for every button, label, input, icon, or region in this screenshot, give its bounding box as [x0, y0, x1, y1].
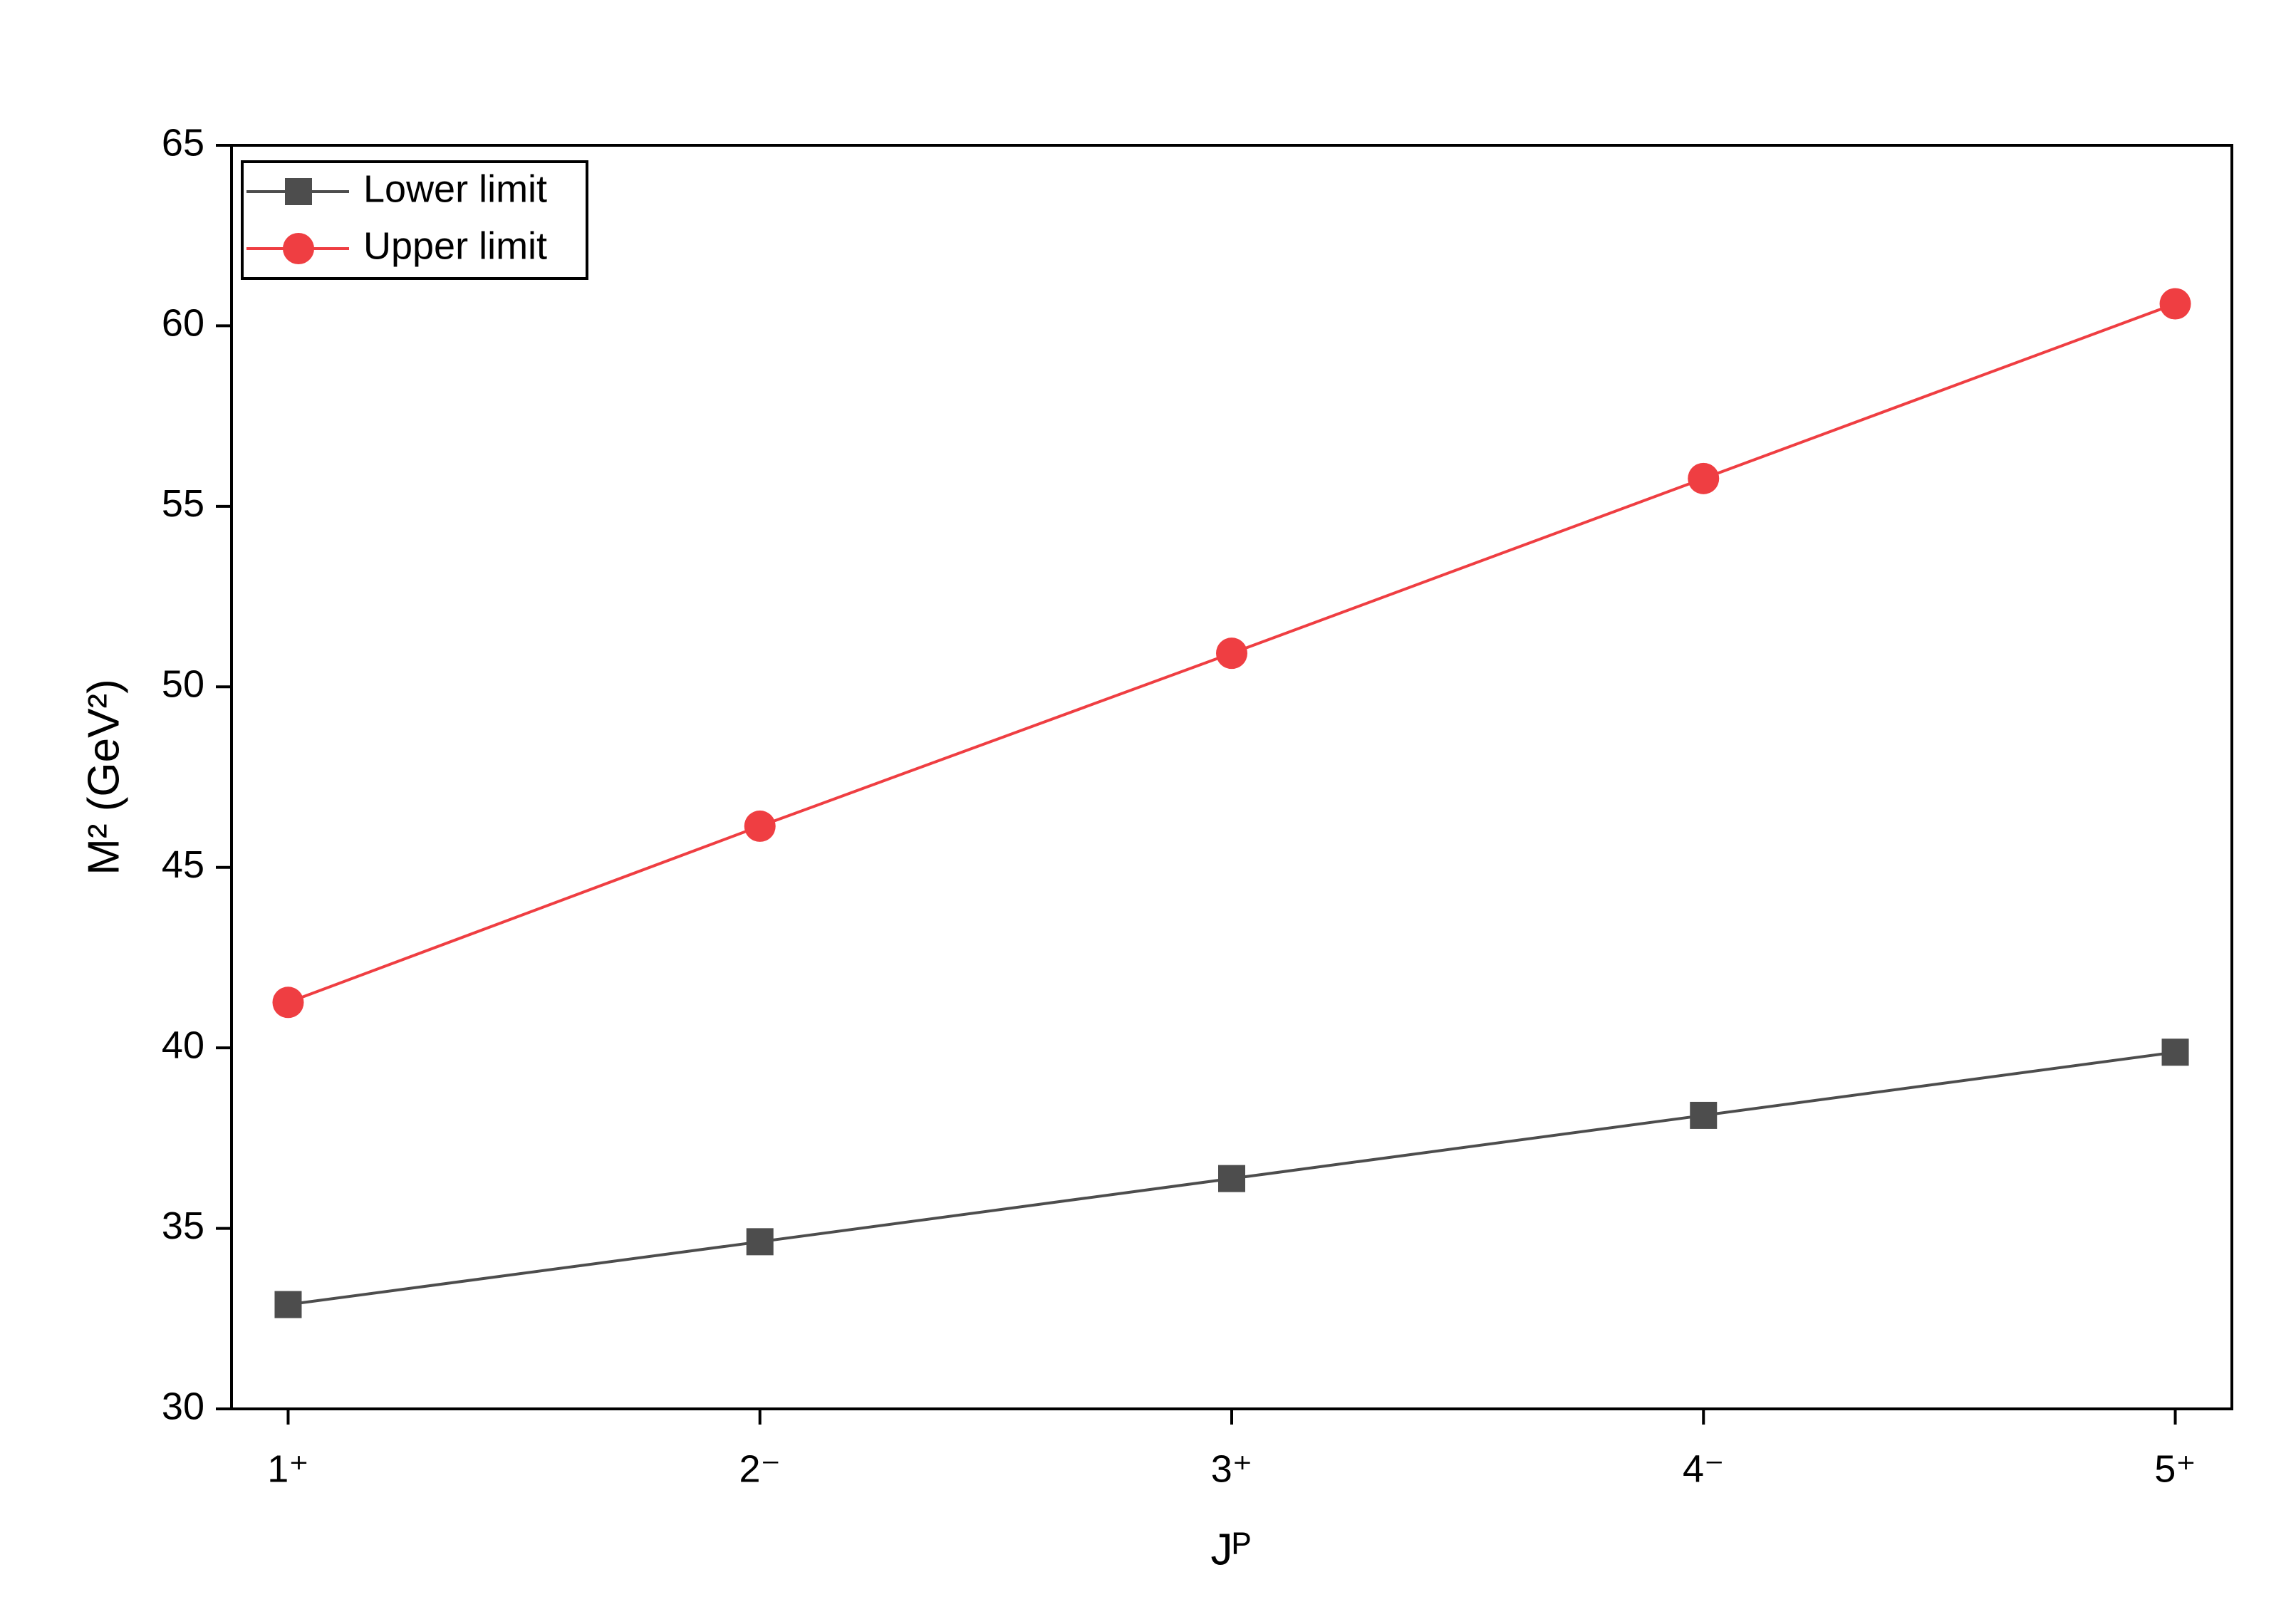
x-tick-label: 5⁺	[2154, 1447, 2196, 1490]
x-tick-label: 4⁻	[1683, 1447, 1725, 1490]
x-tick-label: 1⁺	[267, 1447, 309, 1490]
legend-label: Lower limit	[363, 167, 547, 210]
y-tick-label: 35	[162, 1204, 204, 1247]
y-tick-label: 65	[162, 121, 204, 164]
legend-marker	[283, 233, 314, 264]
plot-frame	[230, 144, 2233, 1410]
y-tick-label: 45	[162, 843, 204, 886]
data-point	[2161, 1039, 2189, 1066]
data-point	[1688, 462, 1720, 494]
data-point	[2159, 288, 2191, 320]
y-tick-label: 60	[162, 302, 204, 345]
legend-marker	[285, 178, 312, 205]
data-point	[1690, 1101, 1718, 1129]
y-axis-title: M² (GeV²)	[79, 679, 128, 875]
x-tick-label: 3⁺	[1211, 1447, 1253, 1490]
data-point	[744, 810, 776, 842]
y-tick-label: 50	[162, 663, 204, 706]
data-point	[1218, 1165, 1245, 1192]
y-tick-label: 30	[162, 1385, 204, 1427]
data-point	[1216, 637, 1247, 670]
x-tick-label: 2⁻	[739, 1447, 781, 1490]
x-axis-title: Jᴾ	[1211, 1525, 1252, 1574]
data-point	[746, 1228, 774, 1256]
legend-label: Upper limit	[363, 224, 547, 267]
y-tick-label: 40	[162, 1024, 204, 1066]
data-point	[274, 1291, 302, 1318]
data-point	[272, 987, 304, 1019]
y-tick-label: 55	[162, 482, 204, 525]
